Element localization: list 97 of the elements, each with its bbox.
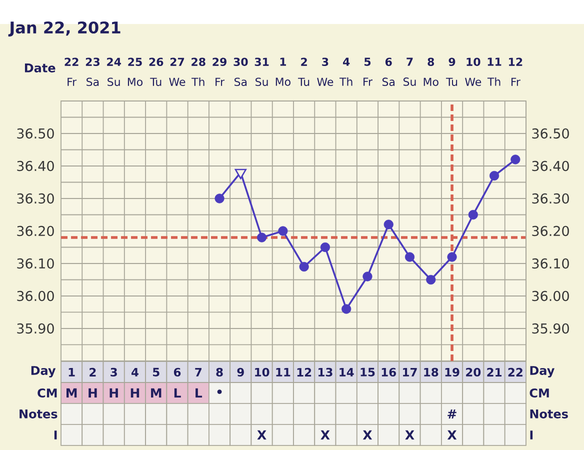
text: X [447, 430, 457, 440]
x2-tick-label: 1 Mo [276, 58, 290, 86]
y2-tick-label: 36.10 [532, 258, 569, 269]
y2-tick-label: 36.50 [532, 128, 569, 139]
y-tick-label: 36.30 [17, 193, 54, 204]
x-tick-label: 21 [487, 368, 502, 376]
x2-tick-label: 11 Th [487, 58, 502, 86]
text: X [405, 430, 414, 440]
point [384, 220, 394, 230]
x2-tick-label: 23 Sa [86, 58, 100, 86]
point [234, 168, 247, 180]
x-tick-label: 15 [360, 368, 375, 376]
y-tick-label: 36.20 [17, 226, 54, 236]
x2-tick-label: 27 We [169, 58, 186, 86]
x-tick-label: 12 [297, 368, 312, 376]
point [447, 252, 457, 262]
point [299, 262, 309, 272]
text: H [130, 388, 140, 398]
text: X [362, 430, 372, 440]
x2-tick-label: 7 Su [403, 58, 416, 86]
point [468, 210, 478, 220]
text: H [88, 388, 97, 398]
x2-tick-label: 8 Mo [424, 58, 438, 86]
point [320, 242, 330, 252]
x-tick-label: 1 [68, 368, 75, 376]
x2-tick-label: 12 Fr [509, 58, 522, 86]
y2-tick-label: 36.30 [532, 193, 569, 204]
y2-tick-label: 36.20 [532, 226, 569, 236]
point [404, 252, 415, 262]
x2-tick-label: 22 Fr [64, 58, 78, 86]
x2-tick-label: 28 Th [192, 58, 206, 86]
x2-tick-label: 26 Tu [149, 58, 164, 86]
x-tick-label: 10 [255, 368, 270, 377]
y-tick-label: Notes [20, 410, 58, 418]
x2-tick-label: 31 Su [254, 58, 269, 86]
point [214, 194, 224, 204]
text: M [151, 388, 162, 398]
text: H [110, 388, 118, 398]
x-tick-label: 3 [110, 368, 117, 377]
x-tick-label: 14 [340, 368, 354, 376]
x-tick-label: 6 [174, 368, 181, 377]
point [489, 170, 500, 181]
point [342, 304, 352, 314]
point [278, 226, 288, 236]
y2-tick-label: CM [530, 388, 549, 398]
x-axis-title: Day [530, 366, 554, 378]
text: X [320, 430, 330, 440]
x2-tick-label: 30 Sa [234, 58, 248, 86]
text: Day [31, 366, 56, 378]
text: # [448, 410, 456, 418]
x-tick-label: 13 [318, 368, 332, 377]
y-tick-label: I [54, 430, 57, 440]
x-tick-label: 20 [466, 368, 481, 377]
y2-tick-label: 36.40 [532, 160, 569, 172]
x-tick-label: 17 [403, 368, 417, 376]
x2-tick-label: 10 We [465, 58, 482, 86]
point [510, 154, 520, 164]
x-tick-label: 16 [382, 368, 396, 377]
y-tick-label: 36.10 [17, 258, 54, 269]
x2-tick-label: 2 Tu [298, 58, 310, 86]
point [257, 232, 267, 242]
chart-title: Jan 22, 2021 [8, 21, 120, 37]
y2-tick-label: 36.00 [532, 290, 569, 302]
x-tick-label: 9 [237, 368, 244, 377]
text: L [174, 388, 181, 398]
x2-tick-label: 24 Su [107, 58, 121, 86]
x2-tick-label: 5 Fr [364, 58, 372, 86]
y-tick-label: CM [38, 388, 57, 398]
y2-tick-label: 35.90 [532, 323, 569, 334]
y-tick-label: 36.00 [17, 290, 54, 302]
x2-tick-label: 25 Mo [128, 58, 142, 86]
point [362, 272, 372, 282]
x2-tick-label: 4 Th [339, 58, 352, 86]
x-tick-label: 22 [508, 368, 522, 376]
text: X [257, 430, 266, 440]
y2-tick-label: I [530, 430, 533, 440]
text: L [196, 388, 202, 398]
x-tick-label: 2 [90, 368, 96, 376]
x-tick-label: 4 [132, 368, 138, 376]
x-tick-label: 19 [445, 368, 460, 377]
y2-tick-label: Notes [530, 410, 568, 418]
x2-tick-label: 29 Fr [212, 58, 226, 86]
x-tick-label: 5 [153, 368, 160, 376]
y-tick-label: 36.50 [17, 128, 54, 139]
x-tick-label: 11 [276, 368, 290, 376]
y-tick-label: 36.40 [17, 160, 54, 172]
x2-tick-label: 6 Sa [382, 58, 394, 86]
x-tick-label: 8 [216, 368, 223, 377]
text: • [217, 390, 222, 394]
text: M [66, 388, 77, 398]
x2-tick-label: 9 Tu [446, 58, 458, 86]
x-tick-label: 18 [424, 368, 438, 377]
x2-tick-label: 3 We [317, 58, 334, 86]
point [426, 274, 436, 285]
x2-axis-title: Date [24, 64, 56, 72]
y-tick-label: 35.90 [17, 323, 54, 334]
x-tick-label: 7 [195, 368, 202, 376]
